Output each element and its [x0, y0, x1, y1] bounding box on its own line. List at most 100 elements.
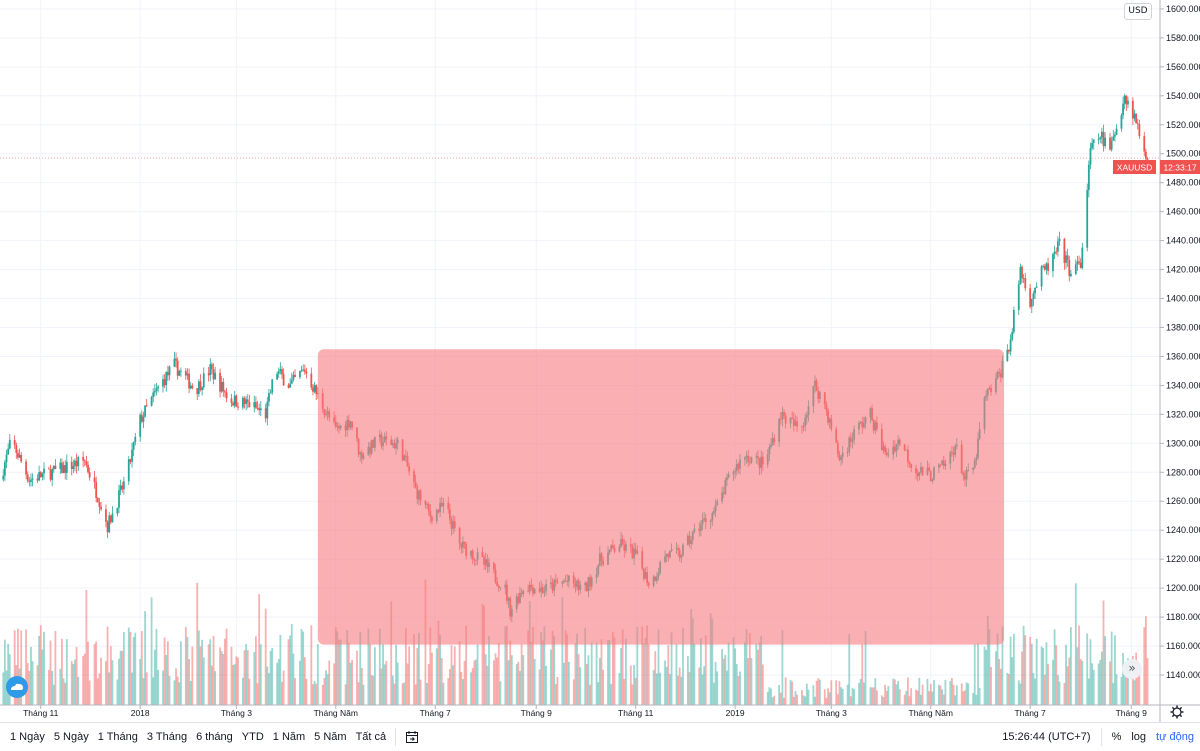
candle-body	[145, 405, 148, 407]
volume-bar	[709, 613, 712, 705]
candle-body	[116, 507, 119, 514]
candle-body	[303, 369, 306, 372]
volume-bar	[998, 659, 1001, 705]
volume-bar	[659, 672, 662, 705]
volume-bar	[390, 601, 393, 705]
candle-body	[144, 405, 146, 417]
candle-body	[243, 397, 246, 405]
candle-body	[48, 468, 50, 470]
volume-bar	[1011, 657, 1014, 705]
volume-bar	[703, 666, 706, 705]
volume-bar	[750, 657, 753, 705]
range-all[interactable]: Tất cả	[355, 731, 387, 743]
range-1-year[interactable]: 1 Năm	[272, 731, 306, 743]
volume-bar	[944, 679, 947, 705]
range-3-months[interactable]: 3 Tháng	[146, 731, 188, 743]
price-chart[interactable]: 1600.000 1580.000 1560.000 1540.000 1520.000…	[0, 0, 1200, 722]
volume-bar	[180, 641, 182, 705]
volume-bar	[1074, 583, 1077, 705]
candle-body	[100, 506, 102, 510]
volume-bar	[294, 678, 296, 705]
volume-bar	[778, 684, 781, 705]
candle-body	[1066, 255, 1069, 260]
volume-bar	[383, 664, 386, 705]
candle-body	[1017, 284, 1020, 311]
volume-bar	[282, 670, 285, 705]
price-axis[interactable]: 1600.000 1580.000 1560.000 1540.000 1520.000…	[1159, 0, 1200, 722]
volume-bar	[964, 690, 966, 705]
candle-body	[109, 515, 112, 523]
volume-bar	[413, 634, 415, 705]
volume-bar	[520, 644, 523, 705]
volume-bar	[488, 635, 490, 705]
volume-bar	[761, 664, 764, 705]
volume-bar	[111, 660, 114, 705]
volume-bar	[31, 661, 34, 705]
candle-body	[232, 402, 234, 406]
volume-bar	[271, 648, 274, 705]
volume-bar	[805, 683, 808, 705]
scroll-to-realtime-button[interactable]: »	[1122, 659, 1142, 679]
volume-bar	[584, 627, 587, 705]
candle-body	[54, 465, 57, 470]
range-5-days[interactable]: 5 Ngày	[53, 731, 89, 743]
volume-bar	[931, 691, 934, 705]
volume-bar	[543, 626, 546, 705]
settings-gear-icon[interactable]	[1170, 705, 1184, 719]
percent-scale-toggle[interactable]: %	[1111, 731, 1122, 743]
volume-bar	[920, 694, 922, 705]
range-5-years[interactable]: 5 Năm	[314, 731, 347, 743]
clock-timezone[interactable]: 15:26:44 (UTC+7)	[1002, 731, 1091, 743]
range-1-day[interactable]: 1 Ngày	[10, 731, 45, 743]
volume-bar	[139, 658, 142, 705]
volume-bar	[836, 694, 839, 705]
volume-bar	[88, 680, 91, 705]
candle-body	[230, 398, 233, 403]
volume-bar	[726, 670, 728, 705]
candle-body	[38, 472, 41, 481]
range-6-months[interactable]: 6 tháng	[196, 731, 233, 743]
volume-bar	[264, 608, 267, 705]
candle-body	[253, 402, 256, 408]
currency-badge[interactable]: USD	[1124, 3, 1152, 20]
volume-bar	[566, 634, 569, 705]
candle-body	[176, 360, 179, 376]
candle-body	[201, 387, 204, 391]
volume-bar	[305, 678, 308, 705]
volume-bar	[458, 641, 461, 705]
go-to-date-calendar-icon[interactable]	[405, 730, 419, 744]
price-tick-label: 1440.000	[1166, 236, 1200, 246]
auto-scale-toggle[interactable]: tự động	[1156, 731, 1194, 743]
volume-bar	[691, 618, 694, 705]
time-axis[interactable]: Tháng 11 2018 Tháng 3 Tháng Năm Tháng 7 Tháng…	[0, 704, 1200, 718]
volume-bar	[277, 659, 280, 705]
volume-bar	[367, 628, 370, 705]
candle-body	[1021, 266, 1023, 279]
volume-bar	[541, 640, 544, 705]
candle-body	[1115, 128, 1118, 135]
candle-body	[1052, 254, 1054, 271]
volume-bar	[65, 639, 68, 705]
volume-bar	[450, 645, 453, 705]
volume-bar	[202, 657, 205, 705]
volume-bar	[892, 678, 895, 705]
range-1-month[interactable]: 1 Tháng	[97, 731, 138, 743]
tradingview-logo-icon[interactable]	[6, 676, 28, 698]
volume-bar	[577, 654, 580, 705]
volume-bar	[928, 691, 930, 705]
volume-bar	[401, 683, 404, 705]
volume-bar	[507, 660, 510, 705]
volume-bar	[1133, 680, 1136, 705]
range-ytd[interactable]: YTD	[241, 731, 264, 743]
volume-bar	[316, 644, 319, 705]
volume-bar	[351, 659, 353, 705]
log-scale-toggle[interactable]: log	[1131, 731, 1147, 743]
volume-bar	[13, 630, 16, 705]
volume-bar	[898, 689, 901, 705]
volume-bar	[1029, 636, 1032, 705]
volume-bar	[333, 663, 336, 705]
volume-bar	[887, 685, 890, 705]
highlight-rectangle-shape	[317, 349, 1005, 645]
volume-bar	[403, 682, 406, 705]
highlight-rectangle[interactable]	[317, 349, 1005, 645]
